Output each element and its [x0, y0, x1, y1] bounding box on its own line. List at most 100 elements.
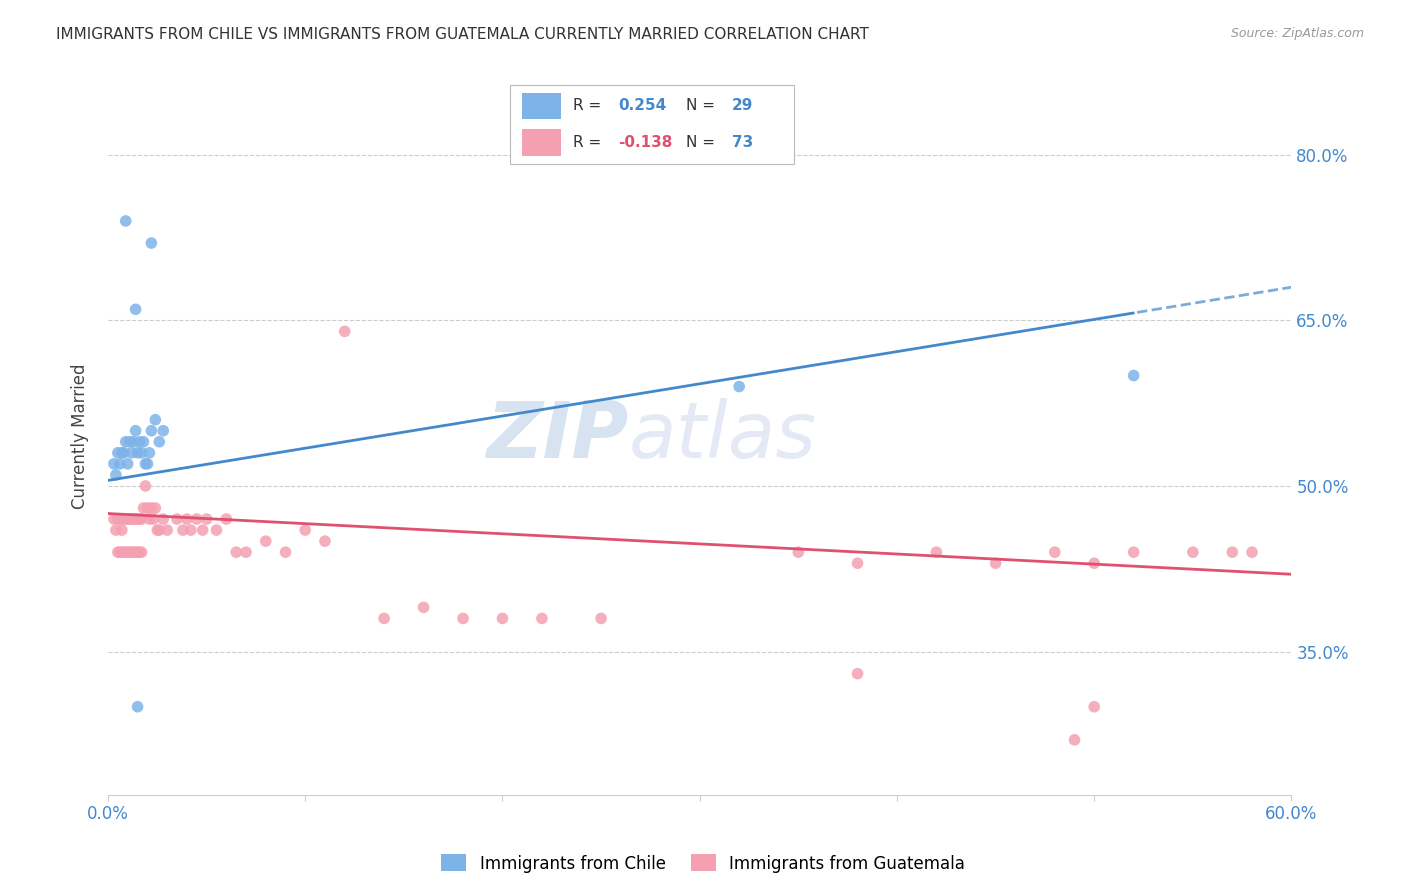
Point: [787, 545, 810, 559]
Point: [146, 523, 169, 537]
Point: [333, 324, 356, 338]
Point: [166, 512, 188, 526]
Point: [141, 501, 163, 516]
Point: [128, 512, 150, 526]
Point: [124, 424, 146, 438]
Point: [143, 413, 166, 427]
Point: [117, 457, 139, 471]
Point: [124, 512, 146, 526]
Point: [132, 501, 155, 516]
Point: [132, 434, 155, 449]
Point: [180, 523, 202, 537]
Point: [136, 501, 159, 516]
Point: [114, 214, 136, 228]
Point: [205, 523, 228, 537]
Point: [451, 611, 474, 625]
Point: [141, 424, 163, 438]
Point: [186, 512, 208, 526]
Y-axis label: Currently Married: Currently Married: [72, 364, 89, 509]
Point: [195, 512, 218, 526]
Point: [127, 545, 149, 559]
Point: [1083, 699, 1105, 714]
Point: [107, 446, 129, 460]
Point: [128, 434, 150, 449]
Point: [152, 512, 174, 526]
Legend: Immigrants from Chile, Immigrants from Guatemala: Immigrants from Chile, Immigrants from G…: [434, 847, 972, 880]
Point: [104, 467, 127, 482]
Point: [131, 512, 153, 526]
Point: [107, 545, 129, 559]
Point: [491, 611, 513, 625]
Point: [728, 379, 751, 393]
Point: [412, 600, 434, 615]
Point: [122, 545, 145, 559]
Point: [121, 512, 143, 526]
Point: [111, 523, 134, 537]
Point: [108, 512, 131, 526]
Point: [925, 545, 948, 559]
Point: [1043, 545, 1066, 559]
Point: [112, 446, 135, 460]
Point: [1220, 545, 1243, 559]
Point: [172, 523, 194, 537]
Point: [142, 512, 165, 526]
Point: [128, 545, 150, 559]
Point: [131, 545, 153, 559]
Point: [108, 545, 131, 559]
Point: [530, 611, 553, 625]
Point: [108, 457, 131, 471]
Point: [1063, 732, 1085, 747]
Point: [118, 512, 141, 526]
Point: [156, 523, 179, 537]
Point: [846, 556, 869, 570]
Point: [984, 556, 1007, 570]
Point: [294, 523, 316, 537]
Point: [148, 523, 170, 537]
Point: [143, 501, 166, 516]
Point: [591, 611, 613, 625]
Point: [117, 545, 139, 559]
Point: [112, 545, 135, 559]
Point: [141, 235, 163, 250]
Point: [176, 512, 198, 526]
Point: [225, 545, 247, 559]
Point: [1083, 556, 1105, 570]
Point: [124, 545, 146, 559]
Point: [124, 302, 146, 317]
Point: [127, 446, 149, 460]
Point: [122, 512, 145, 526]
Point: [1240, 545, 1263, 559]
Point: [254, 534, 277, 549]
Point: [131, 446, 153, 460]
Point: [152, 424, 174, 438]
Point: [148, 434, 170, 449]
Text: Source: ZipAtlas.com: Source: ZipAtlas.com: [1230, 27, 1364, 40]
Point: [114, 545, 136, 559]
Point: [134, 457, 156, 471]
Point: [846, 666, 869, 681]
Point: [112, 512, 135, 526]
Text: ZIP: ZIP: [486, 398, 628, 475]
Point: [114, 434, 136, 449]
Point: [136, 457, 159, 471]
Point: [274, 545, 297, 559]
Point: [373, 611, 395, 625]
Point: [118, 434, 141, 449]
Point: [235, 545, 257, 559]
Point: [121, 446, 143, 460]
Point: [122, 434, 145, 449]
Point: [138, 512, 160, 526]
Point: [104, 523, 127, 537]
Point: [134, 479, 156, 493]
Point: [314, 534, 336, 549]
Text: atlas: atlas: [628, 398, 817, 475]
Point: [127, 699, 149, 714]
Point: [121, 545, 143, 559]
Point: [103, 457, 125, 471]
Point: [1122, 368, 1144, 383]
Point: [1122, 545, 1144, 559]
Point: [1181, 545, 1204, 559]
Point: [114, 512, 136, 526]
Point: [117, 512, 139, 526]
Point: [215, 512, 238, 526]
